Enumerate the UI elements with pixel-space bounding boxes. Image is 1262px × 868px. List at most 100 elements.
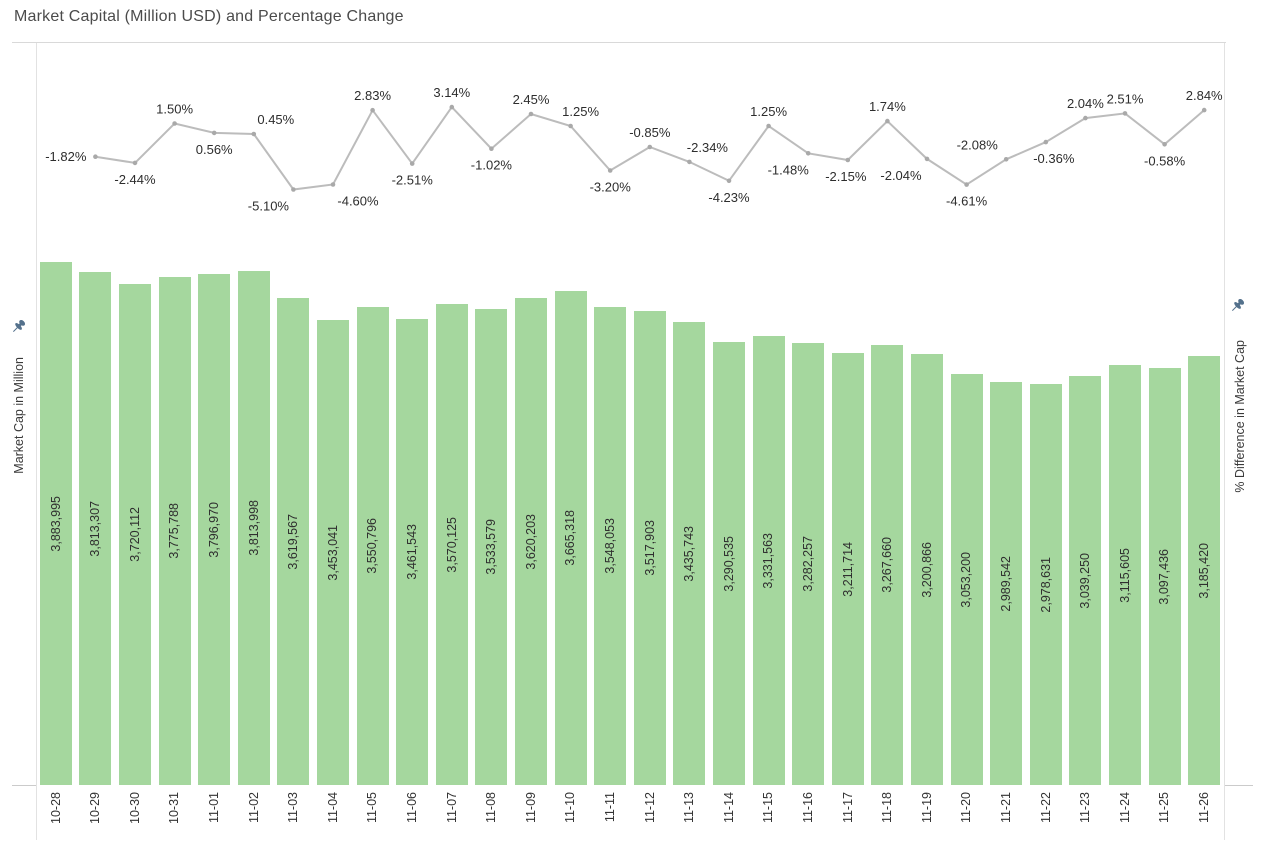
bar[interactable]: 3,620,203: [515, 298, 547, 785]
percent-label: -1.48%: [768, 162, 810, 177]
line-marker[interactable]: [1162, 142, 1167, 147]
left-axis-border: [36, 43, 37, 840]
line-marker[interactable]: [449, 104, 455, 110]
x-axis-label: 10-30: [127, 792, 142, 824]
line-marker[interactable]: [766, 123, 771, 129]
bar[interactable]: 3,550,796: [356, 307, 389, 785]
line-marker[interactable]: [964, 182, 969, 187]
bar-value-label: 3,097,436: [1157, 548, 1172, 605]
left-axis-baseline-tick: [12, 785, 36, 786]
bar[interactable]: 2,978,631: [1029, 384, 1062, 785]
x-axis-label: 11-06: [404, 792, 419, 824]
line-marker[interactable]: [1043, 139, 1049, 145]
bar[interactable]: 3,775,788: [158, 277, 191, 785]
bar[interactable]: 3,282,257: [792, 343, 825, 785]
bar[interactable]: 3,461,543: [396, 319, 429, 785]
line-marker[interactable]: [1201, 107, 1207, 113]
x-axis-label: 11-04: [325, 792, 340, 824]
x-axis-label: 11-18: [880, 792, 895, 824]
line-marker[interactable]: [211, 130, 217, 136]
line-marker[interactable]: [845, 157, 851, 163]
bar-value-label: 3,517,903: [642, 520, 657, 576]
bar[interactable]: 3,097,436: [1148, 368, 1181, 785]
bar[interactable]: 3,813,307: [79, 272, 112, 785]
line-marker[interactable]: [885, 118, 890, 124]
bar-value-label: 3,331,563: [761, 532, 776, 589]
bar-value-label: 3,775,788: [167, 503, 182, 559]
x-axis-label: 11-03: [286, 792, 301, 824]
bar[interactable]: 3,185,420: [1188, 356, 1221, 785]
percent-label: -0.85%: [629, 125, 671, 140]
line-marker[interactable]: [1083, 115, 1088, 121]
percent-change-line-layer: -1.82% -2.44% 1.50% 0.56% 0.45% -5.10% -4.60% 2…: [45, 85, 1223, 213]
bar[interactable]: 3,533,579: [475, 309, 508, 785]
bar[interactable]: 3,665,318: [554, 291, 587, 785]
bar-value-label: 3,435,743: [682, 525, 697, 582]
bar[interactable]: 3,883,995: [39, 262, 72, 785]
pin-icon[interactable]: [1230, 298, 1246, 314]
bar[interactable]: 3,548,053: [594, 307, 627, 785]
x-axis-label: 11-05: [365, 792, 380, 824]
bar[interactable]: 3,796,970: [198, 274, 231, 785]
line-marker[interactable]: [172, 121, 177, 126]
bar[interactable]: 3,200,866: [911, 354, 943, 785]
line-marker[interactable]: [528, 111, 534, 117]
bar[interactable]: 3,039,250: [1069, 376, 1102, 785]
bar[interactable]: 3,290,535: [713, 342, 745, 785]
line-marker[interactable]: [568, 123, 573, 129]
line-marker[interactable]: [489, 146, 494, 151]
bar[interactable]: 3,211,714: [831, 353, 864, 785]
line-marker[interactable]: [93, 154, 98, 159]
x-axis-label: 11-17: [840, 792, 855, 824]
pin-icon[interactable]: [11, 319, 27, 335]
bar[interactable]: 2,989,542: [990, 382, 1023, 785]
bar-value-label: 3,619,567: [286, 513, 301, 570]
line-marker[interactable]: [924, 156, 930, 162]
bar-value-label: 3,533,579: [484, 519, 499, 575]
line-marker[interactable]: [687, 159, 692, 165]
percent-label: -0.36%: [1033, 151, 1075, 166]
bar[interactable]: 3,435,743: [673, 322, 706, 785]
bar-value-label: 3,550,796: [365, 518, 380, 574]
bar[interactable]: 3,115,605: [1109, 365, 1141, 785]
percent-label: 1.25%: [750, 104, 787, 119]
percent-label: -2.34%: [687, 140, 729, 155]
line-marker[interactable]: [409, 161, 415, 166]
line-marker[interactable]: [291, 187, 296, 192]
x-axis-label: 10-29: [88, 792, 103, 824]
x-axis-label: 11-20: [959, 792, 974, 824]
x-axis-label: 11-26: [1196, 792, 1211, 824]
bar[interactable]: 3,813,998: [237, 271, 270, 785]
x-axis-label: 11-01: [206, 792, 221, 824]
percent-label: -3.20%: [590, 180, 632, 195]
bar[interactable]: 3,720,112: [119, 284, 151, 785]
line-marker[interactable]: [1122, 111, 1128, 116]
line-marker[interactable]: [726, 178, 732, 184]
line-marker[interactable]: [607, 168, 613, 173]
line-marker[interactable]: [251, 131, 257, 137]
bar-value-label: 3,200,866: [919, 541, 934, 598]
x-axis-label: 11-23: [1078, 792, 1093, 824]
bar[interactable]: 3,517,903: [633, 311, 666, 785]
bar[interactable]: 3,267,660: [871, 345, 904, 785]
line-marker[interactable]: [805, 151, 811, 156]
bar[interactable]: 3,570,125: [435, 304, 468, 785]
percent-label: 1.25%: [562, 104, 599, 119]
percent-label: -1.82%: [45, 149, 87, 164]
x-axis-label: 11-15: [761, 792, 776, 824]
bar[interactable]: 3,053,200: [950, 374, 983, 785]
bar[interactable]: 3,331,563: [752, 336, 785, 785]
line-marker[interactable]: [647, 144, 653, 150]
line-marker[interactable]: [1003, 157, 1009, 162]
bar-value-label: 3,453,041: [325, 524, 340, 581]
bar[interactable]: 3,619,567: [277, 298, 310, 785]
percent-label: -2.04%: [880, 168, 922, 183]
bar[interactable]: 3,453,041: [317, 320, 349, 785]
bar-value-label: 2,978,631: [1038, 556, 1053, 613]
line-marker[interactable]: [370, 107, 375, 113]
line-marker[interactable]: [132, 160, 138, 166]
line-marker[interactable]: [330, 182, 336, 187]
x-axis-label: 11-19: [919, 792, 934, 824]
bar-value-label: 3,665,318: [563, 510, 578, 566]
